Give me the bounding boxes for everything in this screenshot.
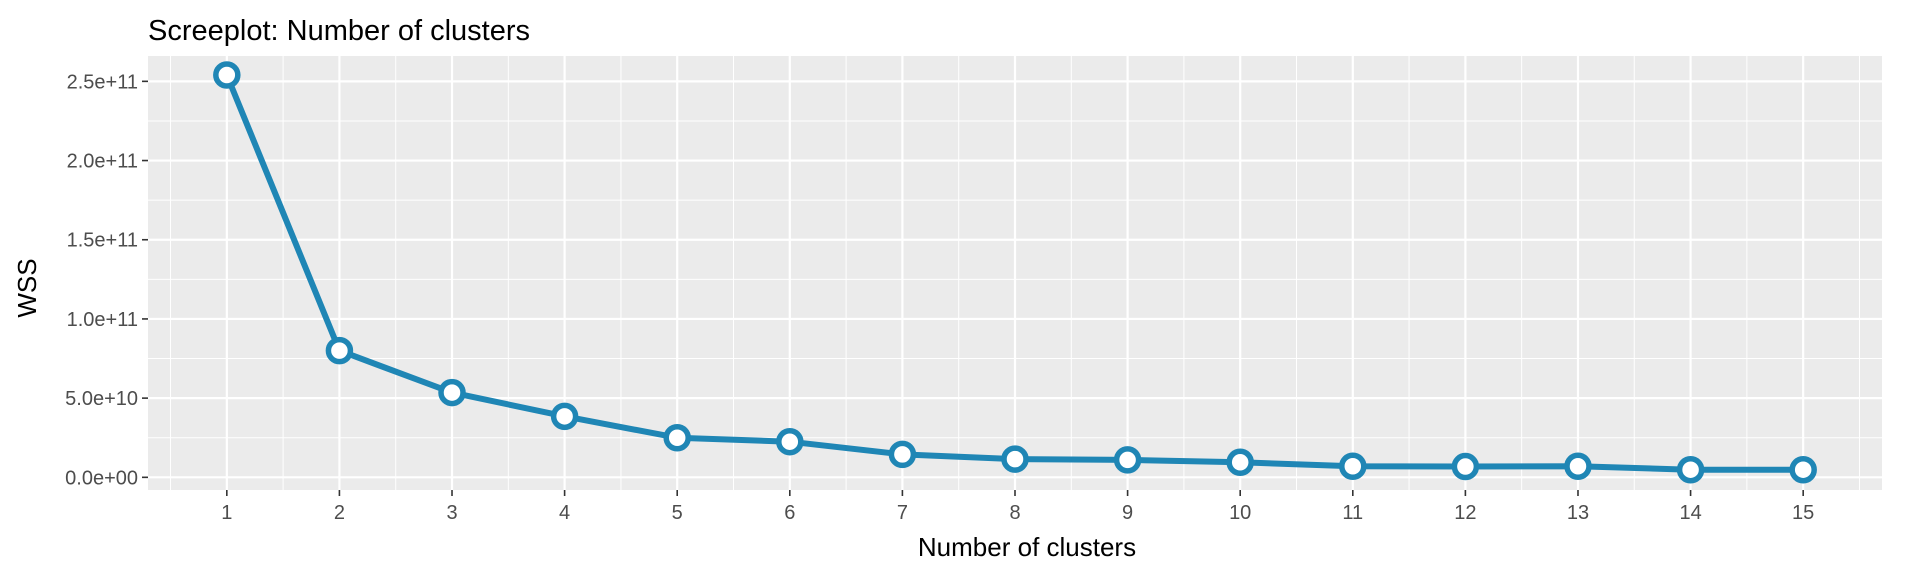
major-gridlines xyxy=(148,56,1882,490)
x-tick-label: 12 xyxy=(1454,502,1476,524)
data-point xyxy=(776,427,804,456)
chart-title: Screeplot: Number of clusters xyxy=(148,15,530,47)
x-tick-label: 2 xyxy=(334,502,345,524)
y-axis: 0.0e+00 5.0e+10 1.0e+11 1.5e+11 2.0e+11 2.5e+… xyxy=(65,71,148,489)
x-tick-label: 13 xyxy=(1567,502,1589,524)
x-tick-label: 1 xyxy=(221,502,232,524)
y-tick-label: 2.5e+11 xyxy=(67,71,138,93)
y-tick-label: 1.5e+11 xyxy=(67,230,138,252)
data-point xyxy=(1001,445,1029,473)
x-tick-label: 9 xyxy=(1122,502,1133,524)
data-point xyxy=(1339,452,1367,480)
data-point xyxy=(1451,452,1480,481)
data-point xyxy=(325,336,354,365)
x-axis-title: Number of clusters xyxy=(918,532,1136,562)
x-tick-label: 15 xyxy=(1792,502,1814,524)
data-point xyxy=(663,423,691,452)
y-tick-label: 5.0e+10 xyxy=(65,388,138,410)
x-axis: 1 2 3 4 5 6 7 8 9 10 11 12 13 14 15 xyxy=(221,490,1814,524)
x-tick-label: 8 xyxy=(1009,502,1020,524)
y-tick-label: 0.0e+00 xyxy=(65,467,138,489)
data-point xyxy=(1789,455,1817,484)
data-point xyxy=(1676,455,1705,484)
x-tick-label: 7 xyxy=(897,502,908,524)
series-layer xyxy=(213,61,1817,484)
x-tick-label: 11 xyxy=(1342,502,1363,524)
data-point xyxy=(1564,452,1592,480)
y-tick-label: 1.0e+11 xyxy=(67,309,138,331)
x-tick-label: 4 xyxy=(559,502,570,524)
data-point xyxy=(213,61,241,89)
data-point xyxy=(888,440,917,469)
x-tick-label: 3 xyxy=(446,502,457,524)
x-tick-label: 14 xyxy=(1679,502,1701,524)
y-axis-title: WSS xyxy=(12,258,42,317)
x-tick-label: 5 xyxy=(672,502,683,524)
x-tick-label: 10 xyxy=(1229,502,1251,524)
data-point xyxy=(1226,448,1254,477)
data-point xyxy=(438,378,466,407)
data-point xyxy=(1113,446,1142,474)
x-tick-label: 6 xyxy=(784,502,795,524)
data-point xyxy=(550,402,579,431)
y-tick-label: 2.0e+11 xyxy=(67,151,138,173)
